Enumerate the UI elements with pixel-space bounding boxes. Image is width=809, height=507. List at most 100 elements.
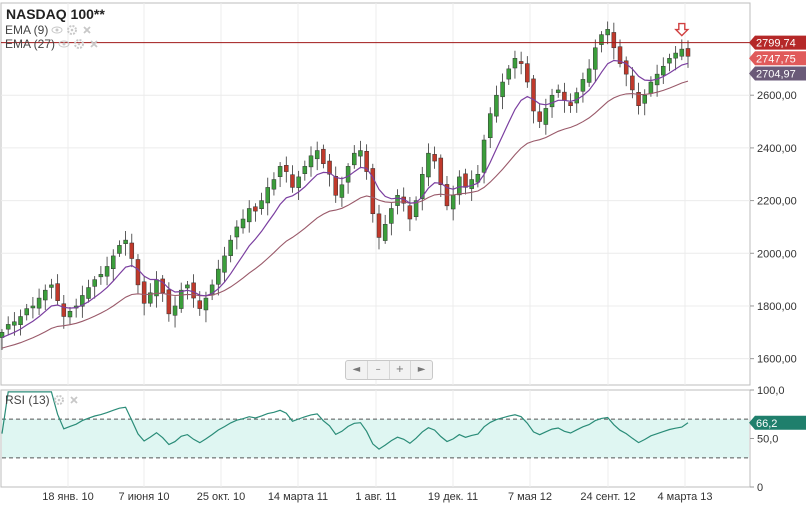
candle-body (61, 303, 67, 317)
candle-body (259, 200, 264, 209)
rsi-tick-label: 0 (757, 482, 763, 494)
candle-body (661, 65, 666, 76)
price-axis: 1600,00 1800,00 2000,00 2200,00 2400,00 2600,… (750, 90, 797, 366)
candle-body (450, 195, 456, 210)
candle-body (18, 316, 23, 325)
candle-body (531, 78, 536, 112)
gear-icon[interactable] (74, 39, 84, 49)
candle-body (135, 259, 141, 286)
close-icon[interactable] (70, 396, 78, 404)
candle-body (648, 81, 654, 94)
candle-body (43, 289, 48, 301)
ema-tag (749, 66, 806, 81)
candle-body (642, 94, 647, 104)
candle-body (500, 81, 505, 98)
candle-body (129, 242, 135, 259)
rsi-tick-label: 50,0 (757, 434, 778, 446)
candle-body (469, 179, 474, 189)
time-axis: 18 янв. 10 7 июня 10 25 окт. 10 14 марта 11… (42, 491, 712, 503)
candle-body (432, 154, 437, 162)
close-icon[interactable] (83, 26, 91, 34)
candle-body (284, 165, 289, 172)
candle-body (370, 168, 376, 215)
candle-body (141, 281, 147, 304)
candle-body (395, 195, 400, 206)
candle-body (586, 68, 592, 83)
candle-body (55, 283, 60, 301)
candle-body (617, 46, 623, 64)
candle-body (148, 292, 153, 304)
scroll-left-button[interactable]: ◄ (346, 361, 368, 379)
candle-body (302, 166, 308, 174)
candle-body (123, 239, 128, 244)
candle-body (623, 60, 629, 75)
candle-body (549, 94, 555, 108)
candle-body (537, 111, 542, 122)
rsi-axis: 0 50,0 100,0 (750, 385, 785, 494)
candle-body (382, 224, 388, 241)
ema27-legend[interactable]: EMA (27) (5, 37, 98, 51)
candle-body (36, 297, 42, 309)
candle-body (568, 102, 573, 106)
candle-body (574, 92, 580, 104)
x-tick-label: 19 дек. 11 (428, 491, 478, 503)
candle-body (253, 206, 258, 212)
candle-body (376, 213, 382, 238)
candle-body (80, 295, 85, 307)
candle-body (611, 32, 617, 49)
candle-body (543, 108, 549, 125)
candle-body (296, 176, 301, 188)
x-tick-label: 25 окт. 10 (197, 491, 246, 503)
candle-body (30, 305, 36, 309)
candle-body (265, 187, 270, 204)
candle-body (407, 205, 413, 220)
candle-body (494, 94, 499, 117)
candle-body (605, 29, 610, 36)
x-tick-label: 24 сент. 12 (580, 491, 635, 503)
candle-body (117, 245, 122, 254)
candle-body (525, 63, 530, 83)
x-tick-label: 4 марта 13 (657, 491, 712, 503)
candle-body (667, 58, 672, 64)
ema9-legend[interactable]: EMA (9) (5, 23, 91, 37)
rsi-label: RSI (13) (5, 393, 50, 407)
rsi-tag (749, 415, 806, 430)
y-tick-label: 2000,00 (757, 248, 797, 260)
candle-body (555, 89, 561, 93)
candle-body (685, 48, 691, 57)
candle-body (246, 208, 252, 223)
candle-body (426, 152, 431, 178)
candle-body (487, 113, 493, 139)
candle-body (92, 279, 97, 287)
rsi-legend[interactable]: RSI (13) (5, 393, 78, 407)
ema9-label: EMA (9) (5, 23, 48, 37)
candle-body (271, 179, 277, 190)
x-tick-label: 1 авг. 11 (355, 491, 396, 503)
candle-body (216, 268, 221, 285)
zoom-in-button[interactable]: + (390, 361, 412, 379)
candle-body (512, 58, 518, 69)
candle-body (191, 282, 196, 299)
x-tick-label: 14 марта 11 (268, 491, 328, 503)
gear-icon[interactable] (67, 25, 77, 35)
candle-body (12, 321, 17, 326)
zoom-out-button[interactable]: – (368, 361, 390, 379)
eye-icon[interactable] (51, 26, 63, 34)
gear-icon[interactable] (54, 395, 64, 405)
rsi-band (2, 419, 749, 458)
scroll-right-button[interactable]: ► (417, 364, 426, 375)
candle-body (240, 218, 246, 229)
ema27-line (1, 80, 689, 349)
rsi-tick-label: 100,0 (757, 385, 785, 397)
candle-body (333, 176, 338, 196)
eye-icon[interactable] (58, 40, 70, 48)
candle-body (197, 300, 203, 309)
candle-body (166, 289, 172, 315)
candle-body (673, 52, 678, 59)
candle-body (228, 239, 233, 256)
candle-body (438, 157, 444, 186)
close-icon[interactable] (90, 40, 98, 48)
candle-body (352, 152, 357, 166)
candle-body (104, 266, 110, 277)
